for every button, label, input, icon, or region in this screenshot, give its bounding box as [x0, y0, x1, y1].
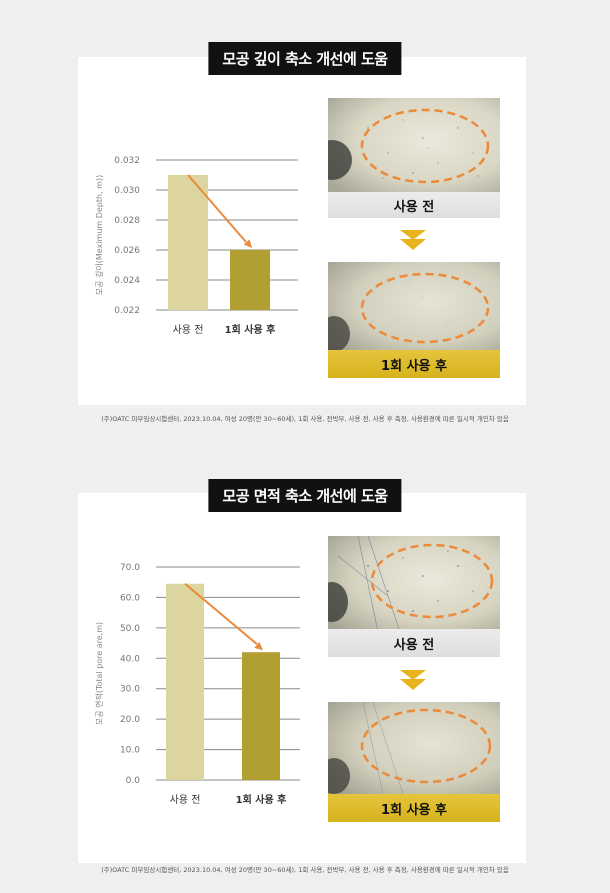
y-tick-label: 0.026 [114, 246, 140, 256]
trend-arrow-line [184, 582, 258, 645]
trend-arrow-head [254, 641, 263, 651]
down-arrow-icon [400, 230, 426, 250]
section-pore-depth: 모공 깊이 축소 개선에 도움 0.022 0.024 0.026 0.028 0.03… [0, 0, 610, 440]
category-label: 사용 전 [170, 794, 201, 806]
y-axis-label: 모공 깊이(Meximum Depth, m)) [94, 175, 104, 295]
y-tick-label: 0.030 [114, 186, 140, 196]
bar [168, 175, 208, 310]
trend-arrow-line [187, 174, 247, 243]
bar [166, 583, 204, 780]
before-photo [328, 536, 500, 632]
skin-photo-before-icon [328, 536, 500, 632]
category-label: 1회 사용 후 [225, 323, 276, 336]
pore-area-chart: 0.0 10.0 20.0 30.0 40.0 50.0 60.0 70.0 모공 면적(Tot… [94, 563, 300, 806]
skin-photo-after-icon [328, 262, 500, 352]
after-label-band: 1회 사용 후 [328, 794, 500, 822]
before-photo [328, 98, 500, 192]
y-tick-label: 10.0 [120, 746, 140, 756]
bar [242, 652, 280, 780]
section-pore-area: 모공 면적 축소 개선에 도움 0.0 10.0 20.0 30.0 40.0 50.0 6… [0, 440, 610, 893]
skin-photo-after-icon [328, 702, 500, 794]
down-arrow-icon [400, 670, 426, 690]
section-title-badge: 모공 면적 축소 개선에 도움 [208, 479, 402, 512]
category-label: 사용 전 [173, 324, 204, 336]
y-tick-label: 0.032 [114, 156, 140, 166]
before-label-band: 사용 전 [328, 629, 500, 657]
y-tick-label: 70.0 [120, 563, 140, 573]
y-tick-label: 60.0 [120, 593, 140, 603]
y-tick-label: 0.0 [126, 776, 141, 786]
after-photo [328, 262, 500, 352]
y-tick-label: 0.022 [114, 306, 140, 316]
section-title-badge: 모공 깊이 축소 개선에 도움 [208, 42, 402, 75]
skin-photo-before-icon [328, 98, 500, 192]
y-tick-label: 30.0 [120, 685, 140, 695]
before-label-band: 사용 전 [328, 192, 500, 218]
footnote: (주)OATC 피부임상시험센터, 2023.10.04, 여성 20명(만 3… [101, 866, 509, 874]
after-photo [328, 702, 500, 794]
after-label-band: 1회 사용 후 [328, 350, 500, 378]
y-tick-label: 40.0 [120, 654, 140, 664]
category-label: 1회 사용 후 [236, 793, 287, 806]
pore-depth-chart: 0.022 0.024 0.026 0.028 0.030 0.032 모공 깊이(Mexi… [94, 156, 298, 336]
y-tick-label: 0.028 [114, 216, 140, 226]
y-tick-label: 50.0 [120, 624, 140, 634]
trend-arrow-head [243, 239, 252, 248]
y-tick-label: 0.024 [114, 276, 140, 286]
footnote: (주)OATC 피부임상시험센터, 2023.10.04, 여성 20명(만 3… [101, 415, 509, 423]
bar [230, 250, 270, 310]
y-axis-label: 모공 면적(Total pore are,m) [94, 622, 104, 725]
y-tick-label: 20.0 [120, 715, 140, 725]
